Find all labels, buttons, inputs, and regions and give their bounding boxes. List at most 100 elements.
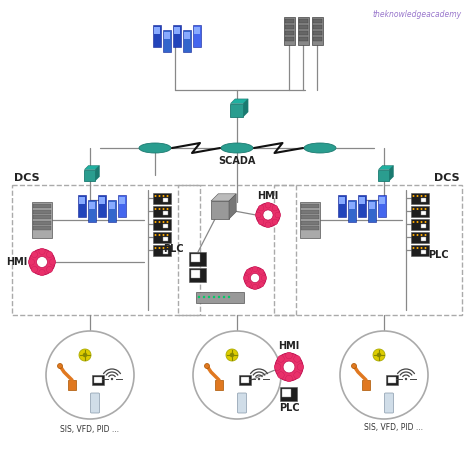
Circle shape xyxy=(259,282,264,287)
Circle shape xyxy=(46,331,134,419)
FancyBboxPatch shape xyxy=(191,254,201,262)
FancyBboxPatch shape xyxy=(358,195,366,217)
FancyBboxPatch shape xyxy=(299,31,308,35)
Circle shape xyxy=(417,234,419,236)
Circle shape xyxy=(420,195,422,197)
Circle shape xyxy=(213,296,215,298)
Text: DCS: DCS xyxy=(14,173,40,183)
Polygon shape xyxy=(379,166,393,170)
Circle shape xyxy=(425,247,427,249)
Text: HMI: HMI xyxy=(6,257,27,267)
FancyBboxPatch shape xyxy=(285,31,294,35)
Circle shape xyxy=(297,364,304,370)
FancyBboxPatch shape xyxy=(174,27,180,34)
FancyBboxPatch shape xyxy=(313,31,322,35)
Circle shape xyxy=(218,296,220,298)
Text: PLC: PLC xyxy=(428,250,448,260)
Circle shape xyxy=(158,247,161,249)
Circle shape xyxy=(83,353,87,357)
FancyBboxPatch shape xyxy=(118,195,126,217)
FancyBboxPatch shape xyxy=(98,195,106,217)
Circle shape xyxy=(420,234,422,236)
FancyBboxPatch shape xyxy=(362,380,370,390)
Circle shape xyxy=(412,195,414,197)
FancyBboxPatch shape xyxy=(338,195,346,217)
Text: SIS, VFD, PID ...: SIS, VFD, PID ... xyxy=(61,425,119,434)
Circle shape xyxy=(163,195,164,197)
FancyBboxPatch shape xyxy=(99,197,105,204)
FancyBboxPatch shape xyxy=(193,25,201,47)
Text: HMI: HMI xyxy=(257,191,279,201)
FancyBboxPatch shape xyxy=(184,32,190,39)
FancyBboxPatch shape xyxy=(299,37,308,41)
Circle shape xyxy=(420,247,422,249)
Circle shape xyxy=(417,195,419,197)
Circle shape xyxy=(166,247,168,249)
FancyBboxPatch shape xyxy=(411,193,429,204)
FancyBboxPatch shape xyxy=(421,237,426,241)
Circle shape xyxy=(158,208,161,210)
Circle shape xyxy=(294,372,301,379)
FancyBboxPatch shape xyxy=(300,202,320,238)
FancyBboxPatch shape xyxy=(359,197,365,204)
Circle shape xyxy=(420,221,422,223)
Circle shape xyxy=(31,251,37,258)
FancyBboxPatch shape xyxy=(411,219,429,230)
Circle shape xyxy=(163,221,164,223)
Circle shape xyxy=(256,203,280,227)
Circle shape xyxy=(163,234,164,236)
Circle shape xyxy=(46,251,53,258)
FancyBboxPatch shape xyxy=(153,219,171,230)
Polygon shape xyxy=(244,99,248,116)
Circle shape xyxy=(258,205,264,211)
Circle shape xyxy=(255,212,261,218)
FancyBboxPatch shape xyxy=(163,250,168,254)
FancyBboxPatch shape xyxy=(285,37,294,41)
FancyBboxPatch shape xyxy=(153,193,171,204)
FancyBboxPatch shape xyxy=(153,206,171,217)
Circle shape xyxy=(274,364,281,370)
Circle shape xyxy=(31,267,37,273)
FancyBboxPatch shape xyxy=(348,200,356,222)
FancyBboxPatch shape xyxy=(421,250,426,254)
Circle shape xyxy=(283,361,295,373)
FancyBboxPatch shape xyxy=(411,245,429,256)
Polygon shape xyxy=(95,166,100,181)
Circle shape xyxy=(412,234,414,236)
FancyBboxPatch shape xyxy=(339,197,345,204)
FancyBboxPatch shape xyxy=(196,292,244,303)
Circle shape xyxy=(163,247,164,249)
Circle shape xyxy=(204,364,210,369)
Circle shape xyxy=(275,353,303,381)
FancyBboxPatch shape xyxy=(154,27,160,34)
FancyBboxPatch shape xyxy=(285,19,294,23)
Circle shape xyxy=(246,282,251,287)
Text: SCADA: SCADA xyxy=(219,156,255,166)
Circle shape xyxy=(294,355,301,362)
Text: theknowledgeacademy: theknowledgeacademy xyxy=(373,10,462,19)
FancyBboxPatch shape xyxy=(109,202,115,209)
FancyBboxPatch shape xyxy=(301,215,319,219)
Circle shape xyxy=(203,296,205,298)
Polygon shape xyxy=(229,194,236,219)
Circle shape xyxy=(425,234,427,236)
Circle shape xyxy=(46,267,53,273)
FancyBboxPatch shape xyxy=(33,215,51,219)
FancyBboxPatch shape xyxy=(191,270,201,278)
Circle shape xyxy=(29,249,55,275)
FancyBboxPatch shape xyxy=(91,393,100,413)
Circle shape xyxy=(405,378,407,380)
FancyBboxPatch shape xyxy=(313,19,322,23)
Circle shape xyxy=(352,364,356,369)
FancyBboxPatch shape xyxy=(281,387,298,401)
Circle shape xyxy=(243,275,249,281)
Circle shape xyxy=(155,221,156,223)
Circle shape xyxy=(425,208,427,210)
FancyBboxPatch shape xyxy=(313,25,322,29)
FancyBboxPatch shape xyxy=(79,197,85,204)
FancyBboxPatch shape xyxy=(153,245,171,256)
FancyBboxPatch shape xyxy=(215,380,223,390)
FancyBboxPatch shape xyxy=(421,211,426,215)
Polygon shape xyxy=(230,99,248,103)
Circle shape xyxy=(57,364,63,369)
